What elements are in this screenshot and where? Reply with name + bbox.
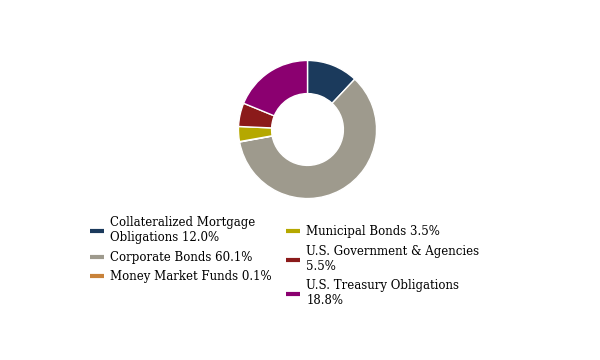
Wedge shape bbox=[239, 103, 274, 128]
Wedge shape bbox=[307, 60, 355, 103]
Wedge shape bbox=[238, 126, 272, 141]
Wedge shape bbox=[239, 136, 272, 142]
Legend: Collateralized Mortgage
Obligations 12.0%, Corporate Bonds 60.1%, Money Market F: Collateralized Mortgage Obligations 12.0… bbox=[90, 216, 479, 307]
Wedge shape bbox=[244, 60, 308, 116]
Wedge shape bbox=[239, 79, 377, 198]
